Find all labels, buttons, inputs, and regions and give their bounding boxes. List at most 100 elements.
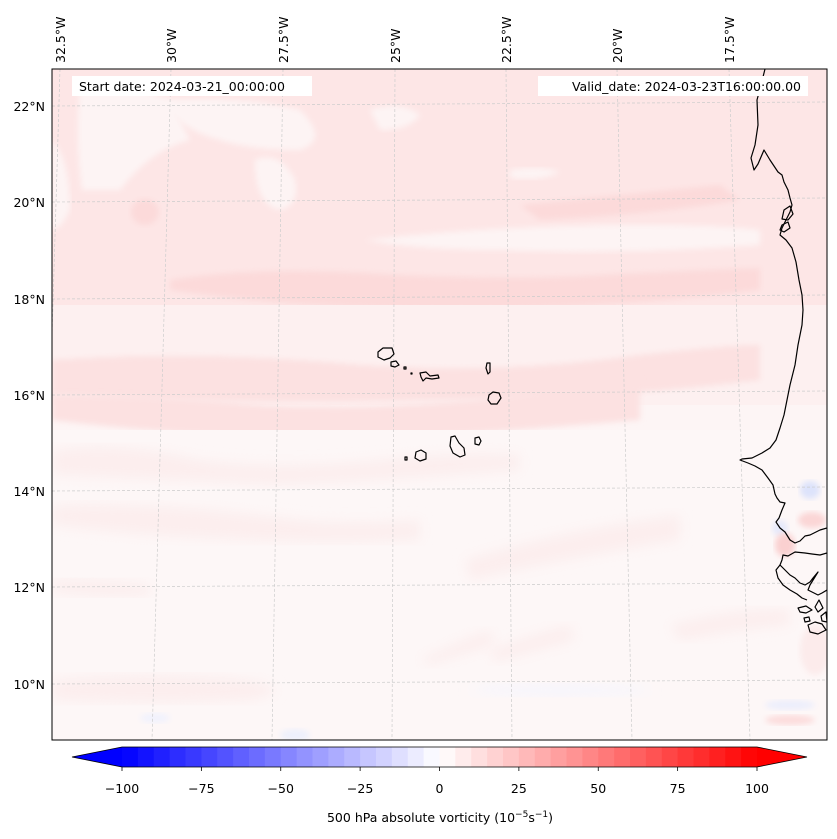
colorbar-segment (312, 747, 329, 767)
vorticity-band-high (520, 185, 740, 220)
colorbar-tick-label: −25 (347, 781, 373, 796)
start-date-label: Start date: 2024-03-21_00:00:00 (79, 79, 285, 94)
island-santa-luzia (403, 366, 407, 370)
colorbar-segment (169, 747, 186, 767)
colorbar-segment (518, 747, 536, 767)
colorbar-segment (582, 747, 599, 767)
vorticity-negative-patch (140, 713, 170, 723)
map-panel: Start date: 2024-03-21_00:00:00 Valid_da… (51, 68, 828, 741)
colorbar-label-exponent: −5 (515, 810, 528, 820)
island-santiago (449, 435, 466, 458)
meridian-line (271, 69, 284, 740)
vorticity-blob-high (131, 199, 159, 225)
colorbar-segment (328, 747, 345, 767)
colorbar-segment (645, 747, 663, 767)
island-brava (404, 456, 408, 461)
island-coastal (779, 221, 791, 233)
map-frame (51, 68, 828, 741)
island-sao-nicolau (419, 371, 440, 382)
vorticity-field (52, 69, 827, 740)
colorbar-segment (614, 747, 631, 767)
vorticity-negative-patch (765, 700, 815, 710)
colorbar-segment (598, 747, 615, 767)
colorbar-segment (471, 747, 488, 767)
colorbar-segment (296, 747, 313, 767)
map-gridlines (52, 69, 827, 740)
coastline-gambia-south (779, 551, 827, 596)
parallel-line (52, 486, 827, 492)
colorbar-ticks: −100 −75 −50 −25 0 25 50 75 100 (105, 767, 769, 796)
colorbar-extend-high (757, 747, 807, 767)
island-sal (485, 362, 491, 375)
colorbar-segment (264, 747, 282, 767)
colorbar-segment (503, 747, 520, 767)
parallel-line (52, 582, 827, 588)
colorbar-segment (122, 747, 139, 767)
meridian-line (505, 69, 513, 740)
lat-label: 10°N (13, 677, 45, 692)
vorticity-positive-patch (765, 715, 815, 725)
lat-label: 20°N (13, 195, 45, 210)
island-santo-antao (377, 347, 395, 361)
island-bijagos (820, 611, 827, 623)
colorbar-segment (693, 747, 710, 767)
colorbar-segment (709, 747, 726, 767)
coastlines (377, 69, 827, 635)
colorbar-label-text: 500 hPa absolute vorticity (10 (327, 810, 515, 825)
colorbar-segment (407, 747, 425, 767)
colorbar-segment (153, 747, 171, 767)
island-bijagos (803, 616, 811, 623)
meridian-line (391, 69, 396, 740)
vorticity-patch-low (77, 86, 190, 190)
colorbar-segment (439, 747, 456, 767)
meridian-line (151, 69, 172, 740)
colorbar-segment (423, 747, 440, 767)
colorbar-segment (391, 747, 409, 767)
lat-label: 14°N (13, 484, 45, 499)
vorticity-patch-low (365, 225, 760, 252)
colorbar-segment (185, 747, 202, 767)
parallel-line (52, 197, 827, 203)
vorticity-band-weak (420, 630, 495, 665)
lat-label: 12°N (13, 580, 45, 595)
vorticity-negative-patch (280, 729, 310, 740)
meridian-line (728, 69, 751, 740)
vorticity-patch-low (510, 167, 560, 180)
colorbar-tick-label: −50 (268, 781, 294, 796)
longitude-labels: 32.5°W 30°W 27.5°W 25°W 22.5°W 20°W 17.5… (53, 17, 737, 63)
lon-label: 30°W (164, 28, 179, 63)
vorticity-band-high (52, 380, 640, 439)
colorbar-segment (534, 747, 552, 767)
vorticity-band-weak (465, 515, 680, 580)
coastline-west-africa (739, 69, 827, 544)
island-bijagos (814, 599, 824, 613)
colorbar-label: 500 hPa absolute vorticity (10−5s−1) (327, 810, 553, 825)
colorbar-segment (201, 747, 218, 767)
colorbar-segment (233, 747, 250, 767)
colorbar-segment (677, 747, 694, 767)
lon-label: 22.5°W (499, 17, 514, 63)
vorticity-band-weak (490, 625, 575, 662)
vorticity-band-weak (52, 675, 275, 703)
vorticity-negative-patch (800, 481, 820, 499)
colorbar-segments (71, 746, 808, 768)
parallel-line (52, 294, 827, 300)
colorbar-tick-label: 100 (745, 781, 769, 796)
colorbar-tick-label: −75 (188, 781, 214, 796)
colorbar-segment (550, 747, 567, 767)
colorbar-segment (725, 747, 742, 767)
vorticity-band-weak (52, 579, 150, 596)
colorbar-segment (376, 747, 393, 767)
lon-label: 17.5°W (722, 17, 737, 63)
start-date-box (72, 76, 312, 96)
colorbar-tick-label: −100 (105, 781, 139, 796)
colorbar-segment (360, 747, 377, 767)
lat-label: 18°N (13, 292, 45, 307)
colorbar-segment (487, 747, 504, 767)
colorbar-segment (344, 747, 361, 767)
meridian-line (52, 69, 61, 350)
vorticity-negative-patch (470, 684, 650, 696)
island-bijagos (797, 605, 813, 614)
colorbar-segment (566, 747, 583, 767)
island-coastal (781, 205, 794, 221)
